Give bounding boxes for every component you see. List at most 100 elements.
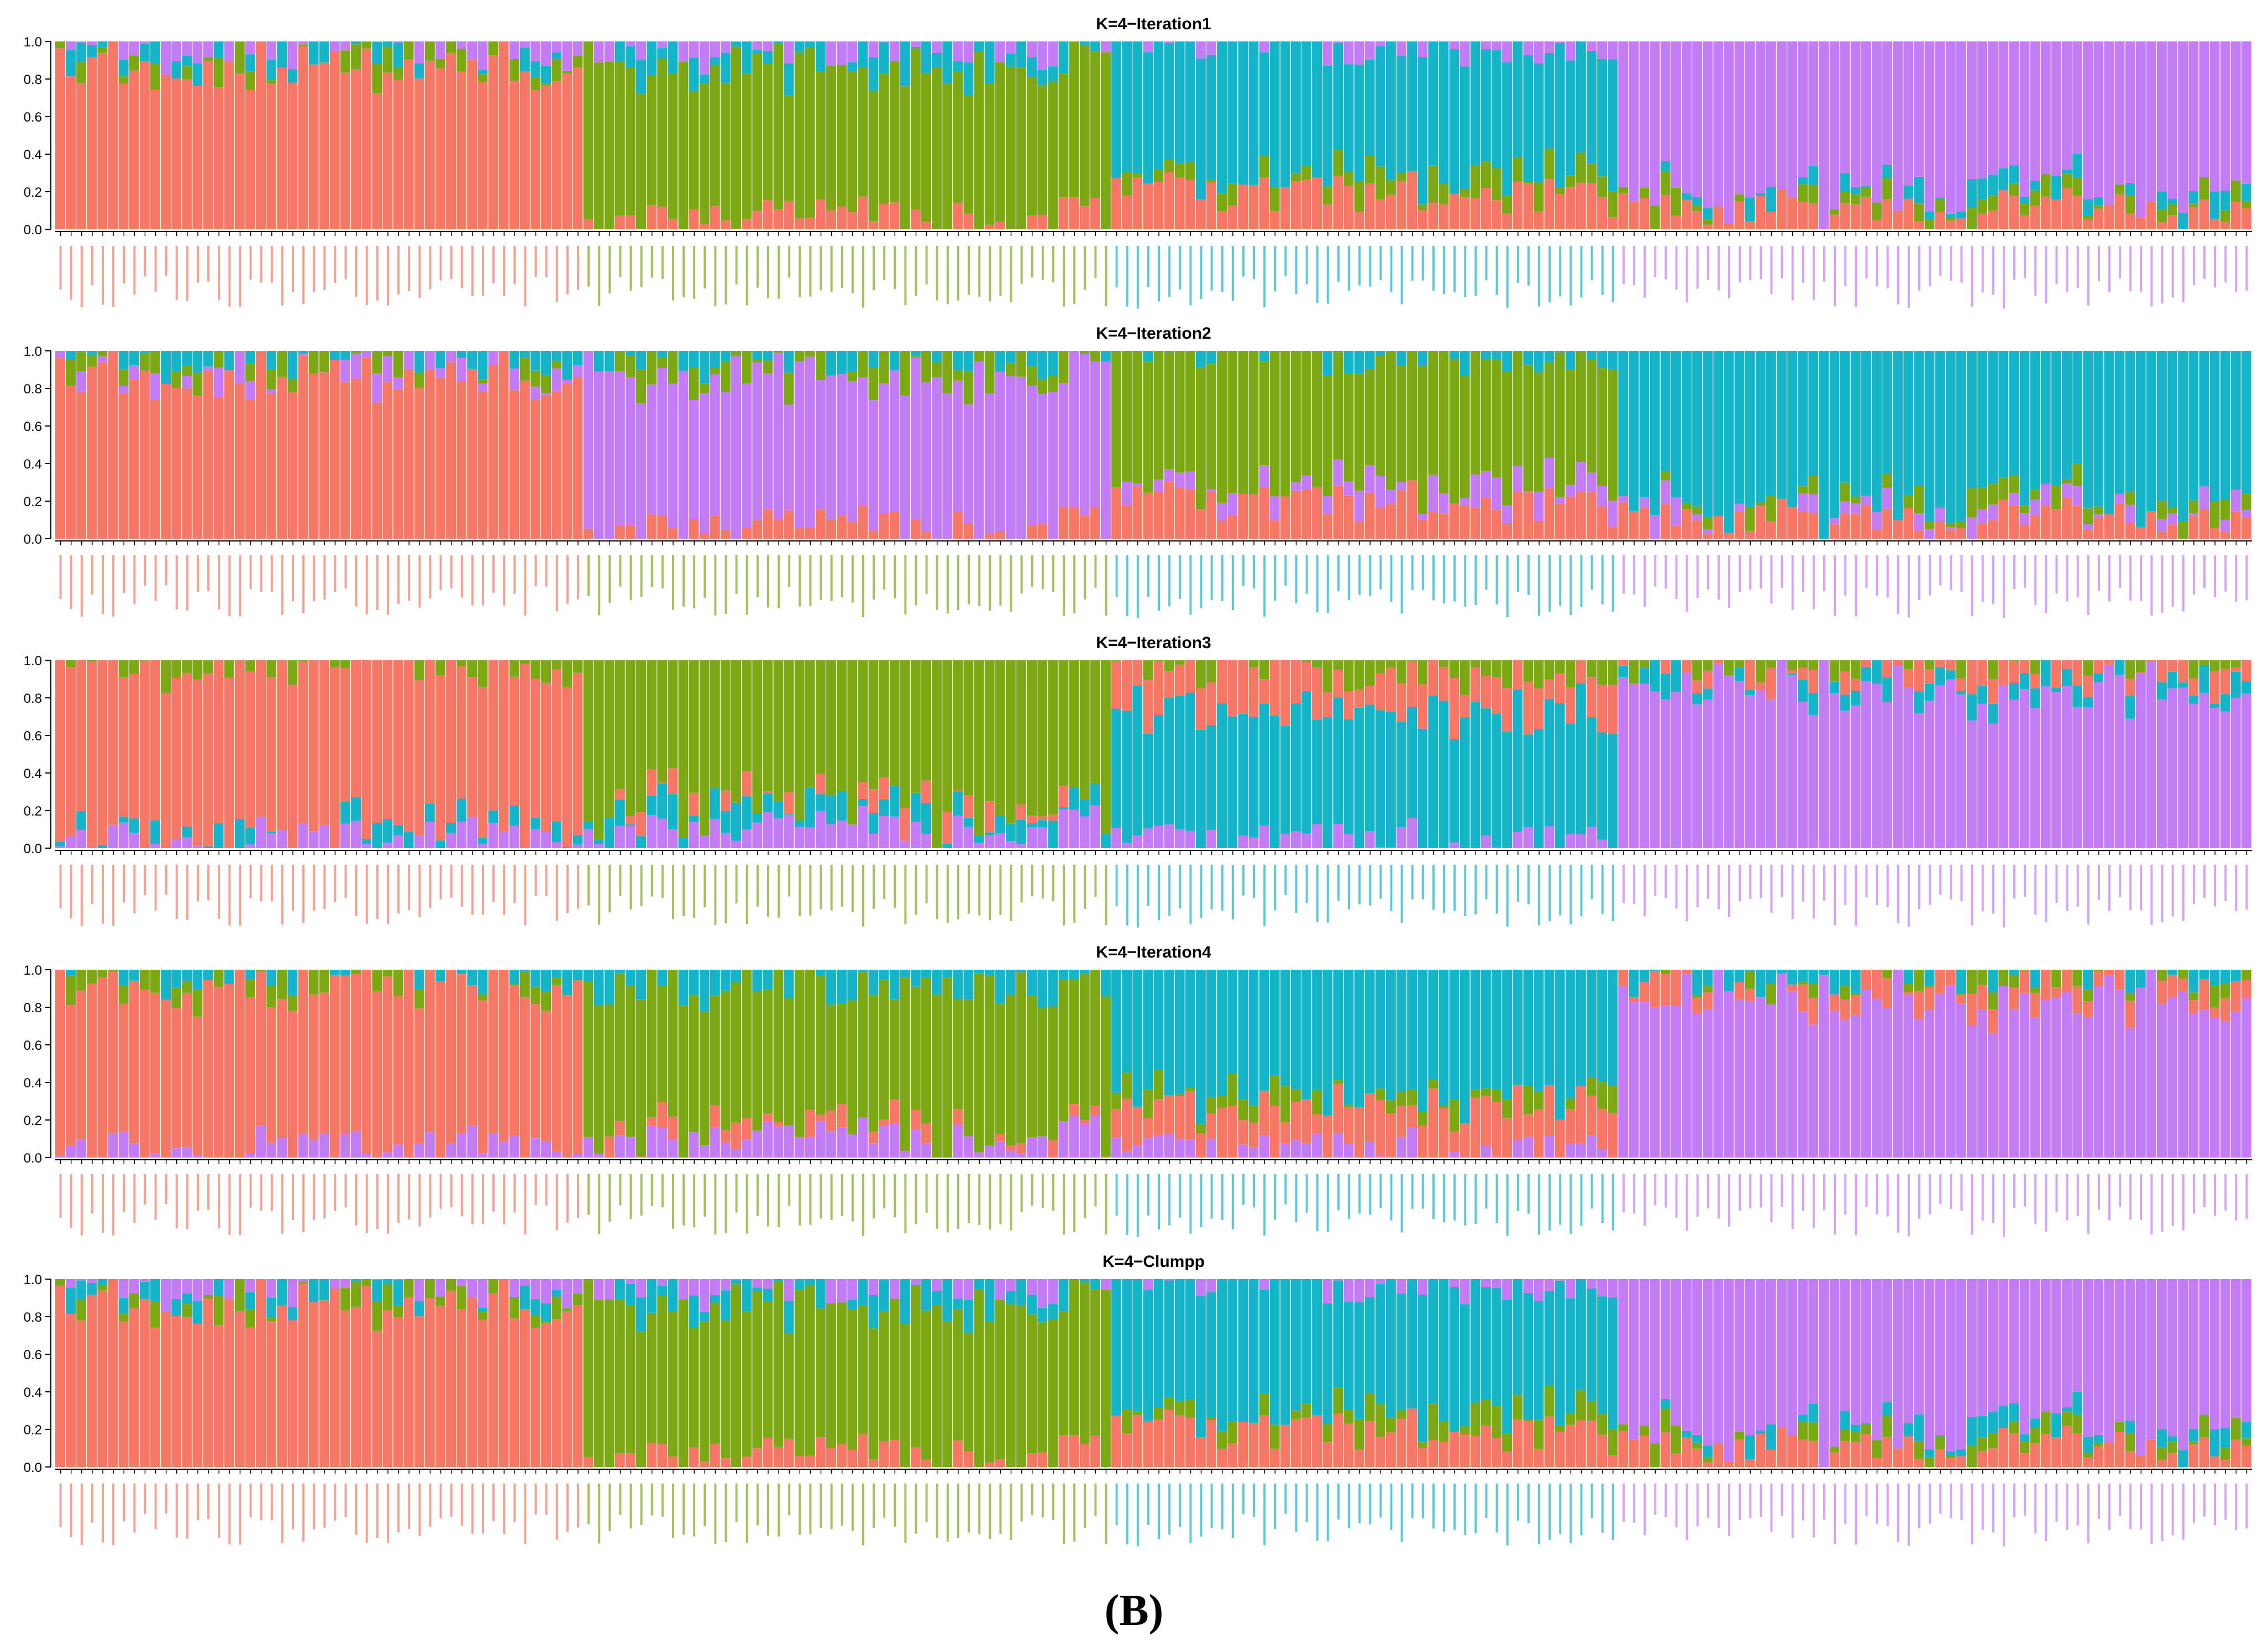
bar-segment-purple	[108, 824, 118, 848]
bar-segment-cyan	[1100, 351, 1111, 362]
bar-segment-purple	[2009, 700, 2019, 848]
sample-label-mark	[1686, 865, 1688, 922]
bar-segment-cyan	[1100, 834, 1111, 848]
bar-segment-salmon	[488, 55, 498, 230]
bar-segment-purple	[1027, 827, 1037, 848]
bar-segment-purple	[256, 1126, 266, 1158]
bar-segment-salmon	[1544, 679, 1555, 699]
bar-segment-purple	[1238, 1144, 1248, 1158]
sample-label-mark	[957, 1174, 959, 1229]
bar-segment-cyan	[1333, 698, 1343, 824]
bar-segment-green	[889, 999, 900, 1100]
sample-label-mark	[112, 555, 115, 617]
sample-label-mark	[1760, 1174, 1762, 1208]
sample-label-mark	[260, 246, 262, 283]
bar-segment-green	[562, 660, 573, 687]
sample-label-mark	[323, 865, 326, 909]
bar-segment-green	[953, 71, 963, 203]
bar-segment-salmon	[963, 795, 974, 818]
bar-segment-salmon	[1132, 177, 1143, 229]
bar-segment-salmon	[1449, 503, 1460, 539]
bar-segment-purple	[1238, 835, 1248, 848]
bar-segment-cyan	[1682, 193, 1692, 200]
bar-segment-green	[1692, 506, 1703, 514]
sample-label-mark	[376, 246, 379, 301]
bar-segment-purple	[414, 41, 424, 64]
bar-segment-purple	[1777, 973, 1787, 1158]
sample-label-mark	[1453, 246, 1456, 292]
sample-label-mark	[2076, 555, 2079, 597]
bar-segment-purple	[615, 1135, 625, 1158]
bar-segment-cyan	[921, 970, 931, 977]
sample-label-mark	[1728, 555, 1731, 608]
bar-segment-salmon	[742, 771, 752, 797]
sample-label-mark	[756, 865, 759, 907]
bar-segment-green	[794, 52, 805, 219]
bar-segment-salmon	[403, 970, 414, 1158]
sample-label-mark	[1886, 1174, 1889, 1217]
bar-segment-cyan	[552, 52, 562, 59]
bar-segment-purple	[2167, 997, 2178, 1158]
sample-label-mark	[1960, 246, 1963, 283]
bar-segment-cyan	[224, 970, 234, 984]
sample-label-mark	[629, 1174, 632, 1219]
bar-segment-salmon	[773, 209, 784, 229]
sample-label-mark	[704, 555, 706, 598]
bar-segment-green	[1977, 487, 1988, 509]
bar-segment-green	[319, 351, 329, 372]
sample-label-mark	[640, 1174, 643, 1216]
bar-segment-green	[1439, 183, 1449, 204]
sample-label-mark	[968, 555, 970, 604]
bar-segment-salmon	[488, 970, 498, 1133]
sample-label-mark	[524, 865, 527, 925]
bar-segment-cyan	[1143, 52, 1153, 183]
bar-segment-green	[2072, 970, 2083, 987]
sample-label-mark	[1284, 1174, 1287, 1205]
sample-label-mark	[291, 1174, 294, 1220]
bar-segment-salmon	[1227, 206, 1238, 229]
bar-segment-purple	[1248, 1147, 1259, 1158]
bar-segment-salmon	[1755, 506, 1766, 539]
bar-segment-salmon	[2104, 204, 2114, 229]
bar-segment-purple	[657, 1128, 668, 1158]
sample-label-mark	[492, 1174, 495, 1212]
sample-label-mark	[873, 865, 875, 909]
bar-segment-purple	[192, 41, 203, 64]
bar-segment-cyan	[1301, 970, 1311, 1100]
bar-segment-cyan	[815, 970, 826, 976]
bar-segment-purple	[1587, 826, 1597, 848]
bar-segment-purple	[1829, 41, 1840, 209]
bar-segment-green	[1111, 1092, 1121, 1109]
sample-label-mark	[228, 1174, 231, 1235]
bar-segment-green	[2030, 988, 2040, 993]
bar-segment-salmon	[1766, 521, 1776, 539]
bar-segment-salmon	[161, 383, 171, 539]
sample-label-mark	[1590, 865, 1593, 900]
sample-label-mark	[1010, 246, 1012, 302]
sample-label-mark	[1379, 555, 1382, 590]
bar-segment-cyan	[720, 52, 731, 83]
sample-label-mark	[2203, 246, 2206, 279]
bar-segment-salmon	[1227, 1106, 1238, 1158]
bar-segment-purple	[171, 41, 182, 61]
bar-segment-salmon	[129, 380, 139, 539]
bar-segment-cyan	[1290, 970, 1301, 1089]
bar-segment-green	[1079, 44, 1090, 207]
bar-segment-cyan	[763, 970, 773, 990]
bar-segment-cyan	[995, 816, 1005, 834]
sample-label-mark	[70, 1174, 72, 1228]
bar-segment-green	[1164, 660, 1174, 671]
bar-segment-cyan	[1058, 970, 1069, 980]
bar-segment-salmon	[1945, 220, 1956, 229]
bar-segment-cyan	[1122, 711, 1132, 843]
bar-segment-purple	[1544, 457, 1555, 488]
bar-segment-green	[1174, 163, 1185, 178]
bar-segment-purple	[1460, 498, 1470, 506]
bar-segment-cyan	[1111, 708, 1121, 828]
bar-segment-salmon	[1312, 486, 1322, 539]
bar-segment-green	[1534, 660, 1544, 688]
sample-label-mark	[1781, 1174, 1783, 1207]
bar-segment-salmon	[1988, 1009, 1998, 1033]
bar-segment-cyan	[984, 832, 995, 835]
sample-label-mark	[165, 246, 167, 276]
